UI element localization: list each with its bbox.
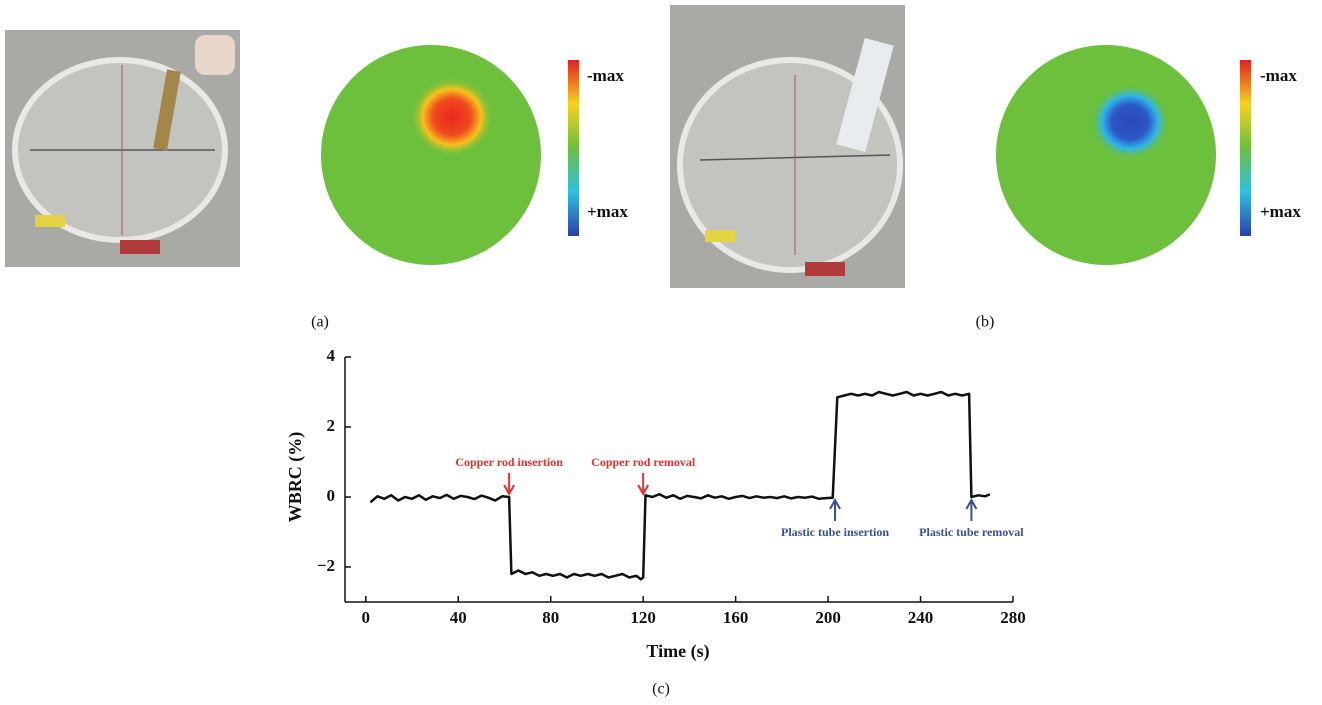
- data-line: [369, 390, 991, 581]
- annotation-arrow: [965, 497, 978, 521]
- colorbar-label: +max: [587, 202, 628, 221]
- x-tick-label: 120: [630, 608, 656, 627]
- panel-label: (b): [976, 314, 995, 331]
- annotation-arrow: [637, 473, 650, 497]
- x-tick-label: 40: [450, 608, 467, 627]
- x-tick-label: 0: [362, 608, 371, 627]
- annotation: Plastic tube removal: [919, 525, 1024, 539]
- panel-label: (a): [311, 314, 329, 331]
- annotation-arrow: [829, 497, 841, 521]
- x-tick-label: 160: [723, 608, 749, 627]
- heatmap-b: [996, 45, 1251, 265]
- annotation: Copper rod insertion: [455, 455, 563, 469]
- annotation-arrow: [503, 473, 515, 497]
- colorbar-label: +max: [1260, 202, 1301, 221]
- y-tick-label: −2: [317, 556, 335, 575]
- panel-label: (c): [652, 681, 670, 698]
- photo-a: [5, 30, 240, 267]
- y-tick-label: 0: [327, 486, 336, 505]
- annotation: Plastic tube insertion: [781, 525, 889, 539]
- x-tick-label: 80: [542, 608, 559, 627]
- x-tick-label: 200: [815, 608, 841, 627]
- y-tick-label: 4: [327, 346, 336, 365]
- x-tick-label: 280: [1000, 608, 1026, 627]
- colorbar-label: -max: [587, 66, 624, 85]
- photo-b: [670, 5, 905, 288]
- heatmap-a: [321, 45, 579, 265]
- colorbar-label: -max: [1260, 66, 1297, 85]
- y-tick-label: 2: [327, 416, 336, 435]
- x-tick-label: 240: [908, 608, 934, 627]
- x-axis-title: Time (s): [646, 641, 709, 662]
- annotation: Copper rod removal: [591, 455, 696, 469]
- y-axis-title: WBRC (%): [285, 432, 306, 523]
